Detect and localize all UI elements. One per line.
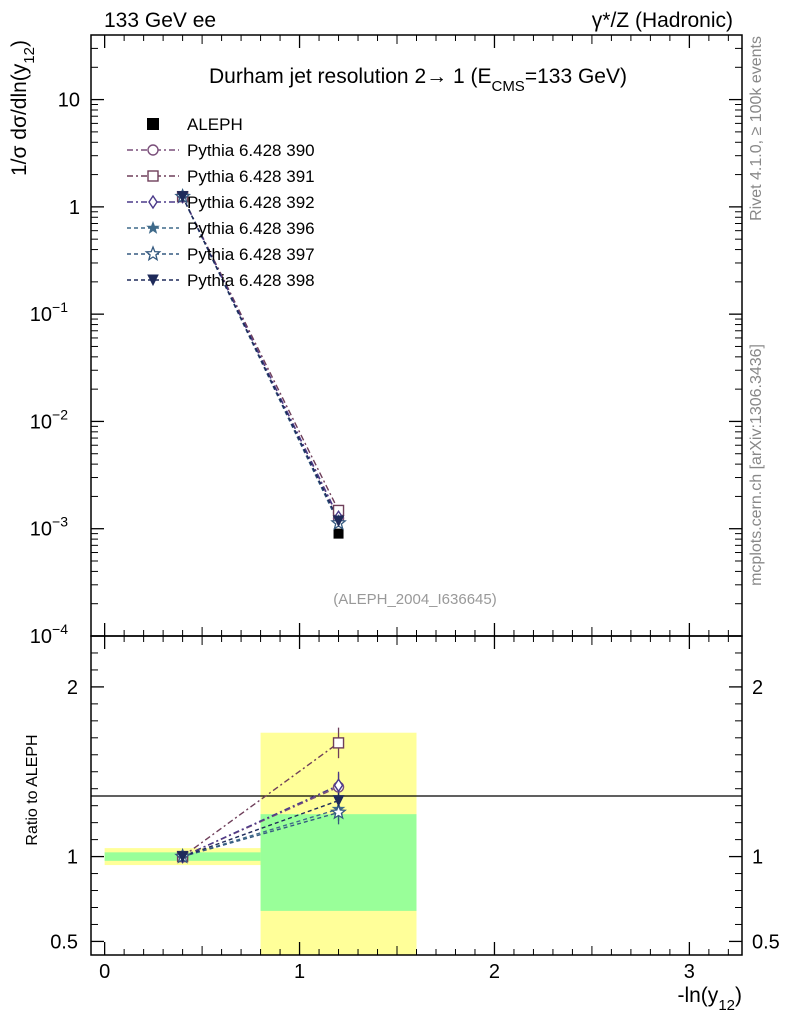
x-tick-label-3: 3	[684, 961, 695, 983]
ratio-ticks: 0.5 0.5 1 1 2 2 0 1 2 3	[50, 636, 780, 983]
main-markers	[174, 187, 347, 539]
main-ytick-exp-2: −1	[52, 299, 68, 315]
main-ytick-exp-5: −4	[52, 621, 68, 637]
ratio-markers	[174, 727, 347, 864]
ratio-series-line-3	[182, 808, 339, 858]
ratio-ylabel: Ratio to ALEPH	[24, 734, 41, 845]
ratio-series-line-2	[182, 784, 339, 858]
main-title-rest: =133 GeV)	[525, 65, 627, 88]
x-axis-label-text: -ln(y	[677, 984, 718, 1007]
ratio-ytick-label-left-2: 2	[67, 677, 78, 699]
ratio-series-marker-2-1	[333, 778, 344, 793]
main-ticks: 10 1 10−1 10−2 10−3 10−4	[30, 34, 742, 648]
x-axis-label-close: )	[735, 984, 742, 1007]
legend-marker-4	[144, 245, 162, 262]
ratio-band-inner-1	[260, 814, 417, 911]
legend-marker-1	[147, 170, 159, 182]
main-ytick-exp-4: −3	[52, 514, 68, 530]
main-title: Durham jet resolution 2→ 1 (ECMS=133 GeV…	[209, 65, 627, 95]
ratio-series-line-1	[182, 742, 339, 858]
main-ylabel-sub: 12	[21, 47, 38, 64]
x-tick-label-1: 1	[294, 961, 305, 983]
legend-label-aleph: ALEPH	[187, 115, 243, 134]
ratio-panel: 0.5 0.51 12 20 1 2 3 Ratio to ALEPH -ln(y12)	[24, 635, 780, 1014]
x-tick-label-0: 0	[99, 961, 110, 983]
main-ytick-exp-3: −2	[52, 406, 68, 422]
x-axis-label-sub: 12	[718, 997, 735, 1014]
main-ytick-label-0: 10	[58, 90, 80, 112]
header-right-title: γ*/Z (Hadronic)	[592, 9, 733, 32]
legend-label-5: Pythia 6.428 398	[187, 271, 315, 290]
main-ylabel-text: 1/σ dσ/dln(y	[8, 63, 31, 176]
ratio-ytick-label-right-1: 1	[752, 847, 763, 869]
legend: ALEPH Pythia 6.428 390 Pythia 6.428 391 Pyt…	[127, 115, 315, 290]
main-ylabel: 1/σ dσ/dln(y12)	[8, 40, 38, 176]
ratio-bands	[104, 732, 417, 955]
legend-marker-aleph	[147, 118, 159, 130]
main-series-marker-5-1	[332, 515, 345, 528]
legend-marker-3	[146, 220, 160, 234]
main-ytick-label-2: 10−1	[30, 299, 68, 326]
legend-label-2: Pythia 6.428 392	[187, 193, 315, 212]
ratio-ytick-label-left-1: 1	[67, 847, 78, 869]
watermark: (ALEPH_2004_I636645)	[333, 591, 496, 608]
x-axis-label: -ln(y12)	[677, 984, 742, 1014]
main-ytick-label-5: 10−4	[30, 621, 68, 648]
legend-marker-2	[148, 194, 158, 210]
ratio-ytick-label-right-2: 2	[752, 677, 763, 699]
ratio-series-marker-5-1	[332, 795, 345, 807]
main-panel: Durham jet resolution 2→ 1 (ECMS=133 GeV…	[8, 34, 743, 648]
legend-label-4: Pythia 6.428 397	[187, 245, 315, 264]
main-title-sub: CMS	[491, 78, 524, 95]
ratio-series-line-4	[182, 811, 339, 858]
main-series-lines	[181, 196, 340, 524]
main-series-line-4	[181, 196, 340, 524]
main-ytick-label-3: 10−2	[30, 406, 68, 433]
legend-marker-5	[147, 274, 159, 287]
aleph-data-point-1	[333, 528, 344, 539]
header-left-title: 133 GeV ee	[104, 9, 216, 32]
side-label-top: Rivet 4.1.0, ≥ 100k events	[748, 36, 765, 221]
ratio-series-marker-1-1	[332, 737, 345, 749]
main-title-text: Durham jet resolution 2→ 1 (E	[209, 65, 491, 88]
ratio-ytick-label-left-0: 0.5	[50, 931, 78, 953]
main-ytick-label-4: 10−3	[30, 514, 68, 541]
legend-marker-0	[147, 144, 159, 156]
x-tick-label-2: 2	[489, 961, 500, 983]
legend-label-3: Pythia 6.428 396	[187, 219, 315, 238]
side-label-bottom: mcplots.cern.ch [arXiv:1306.3436]	[748, 344, 765, 586]
ratio-ytick-label-right-0: 0.5	[752, 931, 780, 953]
main-series-line-5	[181, 196, 340, 522]
legend-label-0: Pythia 6.428 390	[187, 141, 315, 160]
main-series-marker-5-0	[176, 191, 189, 203]
main-ylabel-close: )	[8, 40, 31, 47]
legend-label-1: Pythia 6.428 391	[187, 167, 315, 186]
main-ytick-label-1: 1	[69, 197, 80, 219]
ratio-series-lines	[182, 742, 339, 858]
ratio-series-marker-5-0	[176, 851, 189, 863]
ratio-series-marker-4-1	[330, 803, 347, 820]
